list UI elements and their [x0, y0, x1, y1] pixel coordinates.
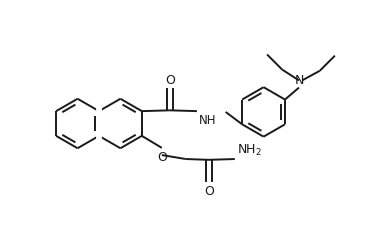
Text: O: O: [204, 184, 214, 197]
Text: O: O: [165, 74, 175, 87]
Text: NH: NH: [198, 113, 216, 126]
Text: N: N: [295, 74, 304, 87]
Text: NH$_2$: NH$_2$: [237, 142, 262, 158]
Text: O: O: [157, 151, 167, 164]
